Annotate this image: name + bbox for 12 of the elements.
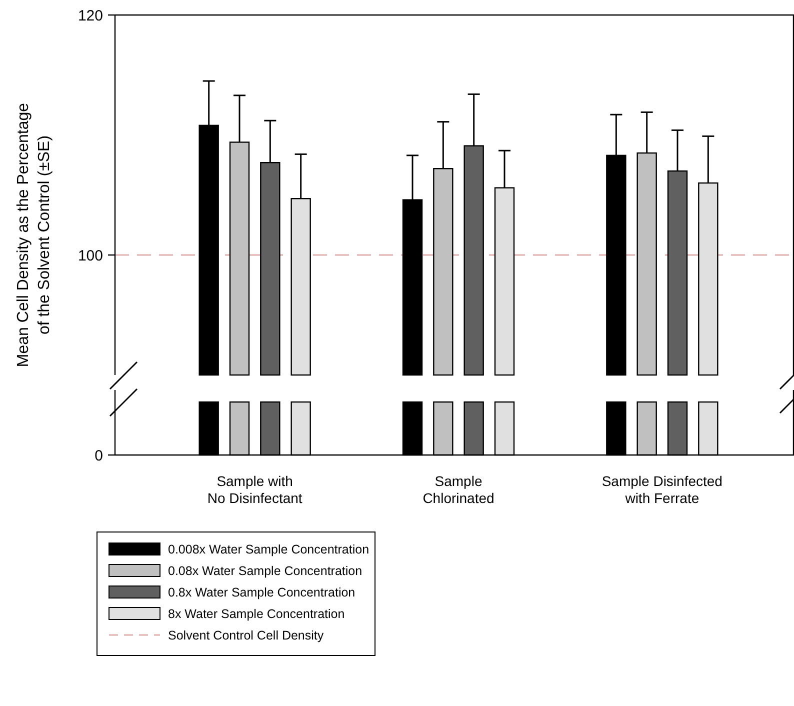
- legend-label: 0.008x Water Sample Concentration: [168, 542, 370, 556]
- legend-label: Solvent Control Cell Density: [168, 628, 324, 642]
- legend-label: 0.8x Water Sample Concentration: [168, 585, 356, 600]
- text: 0: [94, 447, 103, 464]
- x-tick-label: Sample Disinfected with Ferrate: [602, 473, 722, 506]
- legend-label: 8x Water Sample Concentration: [168, 606, 345, 621]
- y-tick-label: 100: [78, 247, 103, 264]
- legend-label: 0.08x Water Sample Concentration: [168, 564, 362, 578]
- x-tick-label: Sample Chlorinated: [422, 473, 494, 506]
- x-tick-label: Sample with No Disinfectant: [207, 473, 302, 506]
- y-axis-title: Mean Cell Density as the Percentage of the Solvent Control (±SE): [15, 102, 53, 368]
- y-tick-label: 120: [78, 7, 103, 24]
